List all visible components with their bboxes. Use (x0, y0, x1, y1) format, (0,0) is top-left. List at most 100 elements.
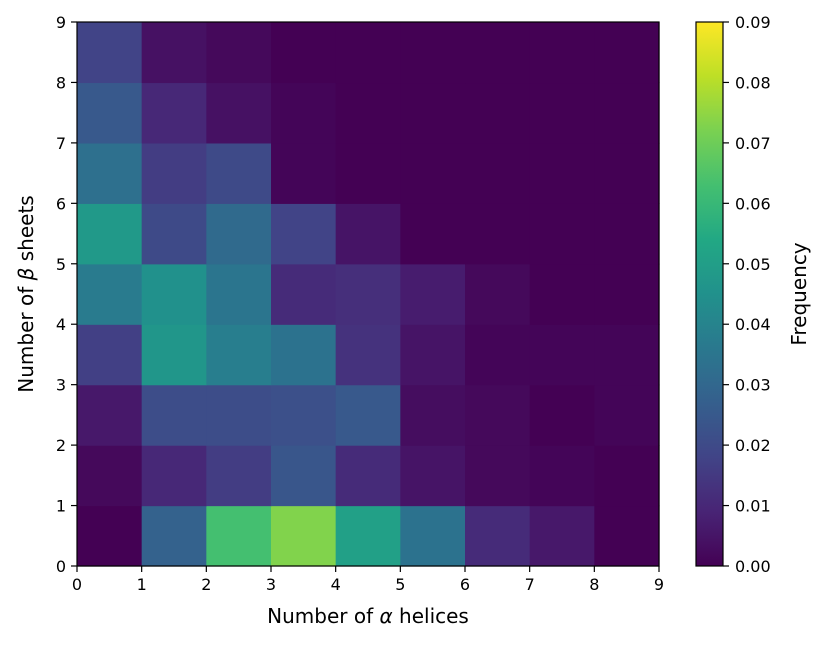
heatmap-cell (335, 203, 401, 265)
heatmap-cell (141, 263, 207, 325)
heatmap-cell (141, 142, 207, 204)
x-axis-label: Number of α helices (267, 604, 469, 628)
y-tick-label: 6 (56, 194, 66, 213)
x-tick-label: 0 (72, 575, 82, 594)
heatmap-cell (594, 22, 660, 84)
heatmap-cell (206, 445, 272, 507)
heatmap-cell (400, 263, 466, 325)
colorbar-tick-label: 0.02 (735, 436, 771, 455)
heatmap-cell (335, 445, 401, 507)
heatmap-cell (77, 324, 143, 386)
colorbar-tick-label: 0.05 (735, 255, 771, 274)
x-tick-label: 9 (654, 575, 664, 594)
colorbar-tick-label: 0.04 (735, 315, 771, 334)
heatmap-cell (141, 82, 207, 144)
y-tick-label: 9 (56, 13, 66, 32)
heatmap-cell (400, 324, 466, 386)
heatmap-cell (141, 203, 207, 265)
colorbar (695, 21, 724, 567)
heatmap-cell (335, 22, 401, 84)
heatmap-cell (529, 324, 595, 386)
heatmap-cell (465, 142, 531, 204)
heatmap-cell (465, 384, 531, 446)
y-tick-label: 3 (56, 376, 66, 395)
heatmap-cell (77, 505, 143, 567)
colorbar-tick-label: 0.03 (735, 376, 771, 395)
colorbar-ticks: 0.00 0.01 0.02 0.03 0.04 0.05 0.06 0.07 0.08 0.09 (723, 13, 771, 576)
heatmap-cell (335, 263, 401, 325)
heatmap-cell (465, 324, 531, 386)
heatmap-cell (271, 263, 337, 325)
heatmap-cell (77, 82, 143, 144)
heatmap-cell (141, 445, 207, 507)
x-tick-label: 3 (266, 575, 276, 594)
x-tick-label: 2 (201, 575, 211, 594)
heatmap-cell (465, 203, 531, 265)
heatmap-cell (594, 324, 660, 386)
heatmap-cell (400, 384, 466, 446)
heatmap-cell (77, 203, 143, 265)
heatmap-cell (400, 445, 466, 507)
heatmap-cell (400, 203, 466, 265)
heatmap-cell (400, 142, 466, 204)
y-tick-label: 2 (56, 436, 66, 455)
colorbar-tick-label: 0.06 (735, 194, 771, 213)
heatmap-cell (206, 142, 272, 204)
heatmap-cell (206, 324, 272, 386)
x-axis: 0 1 2 3 4 5 6 7 8 9 (72, 566, 664, 594)
heatmap-cell (465, 445, 531, 507)
heatmap-cell (271, 505, 337, 567)
y-tick-label: 7 (56, 134, 66, 153)
y-axis-label: Number of β sheets (14, 195, 38, 392)
heatmap-cell (335, 324, 401, 386)
heatmap-cell (529, 384, 595, 446)
heatmap-cell (594, 505, 660, 567)
heatmap-cell (529, 22, 595, 84)
colorbar-tick-label: 0.07 (735, 134, 771, 153)
heatmap-cell (141, 505, 207, 567)
heatmap-cells (77, 22, 660, 567)
heatmap-cell (594, 384, 660, 446)
heatmap-cell (206, 384, 272, 446)
colorbar-label: Frequency (787, 242, 811, 345)
heatmap-cell (529, 263, 595, 325)
heatmap-cell (594, 82, 660, 144)
heatmap-cell (594, 263, 660, 325)
heatmap-cell (400, 82, 466, 144)
heatmap-cell (206, 203, 272, 265)
x-tick-label: 5 (395, 575, 405, 594)
heatmap-cell (465, 82, 531, 144)
x-tick-label: 4 (331, 575, 341, 594)
y-tick-label: 5 (56, 255, 66, 274)
heatmap-cell (594, 445, 660, 507)
heatmap-cell (271, 142, 337, 204)
y-tick-label: 0 (56, 557, 66, 576)
y-tick-label: 1 (56, 497, 66, 516)
heatmap-cell (77, 22, 143, 84)
heatmap-cell (529, 445, 595, 507)
heatmap-cell (206, 22, 272, 84)
heatmap-cell (400, 22, 466, 84)
heatmap-cell (335, 142, 401, 204)
heatmap-cell (141, 324, 207, 386)
colorbar-tick-label: 0.08 (735, 73, 771, 92)
heatmap-cell (335, 82, 401, 144)
heatmap-cell (77, 263, 143, 325)
heatmap-cell (465, 22, 531, 84)
heatmap-cell (141, 384, 207, 446)
y-tick-label: 4 (56, 315, 66, 334)
x-tick-label: 8 (589, 575, 599, 594)
colorbar-tick-label: 0.09 (735, 13, 771, 32)
x-tick-label: 6 (460, 575, 470, 594)
heatmap-cell (271, 324, 337, 386)
heatmap-cell (271, 22, 337, 84)
heatmap-cell (77, 445, 143, 507)
heatmap-cell (594, 203, 660, 265)
y-tick-label: 8 (56, 73, 66, 92)
plot-frame (76, 21, 660, 567)
heatmap-cell (141, 22, 207, 84)
heatmap-cell (206, 82, 272, 144)
heatmap-cell (77, 384, 143, 446)
heatmap-cell (529, 142, 595, 204)
